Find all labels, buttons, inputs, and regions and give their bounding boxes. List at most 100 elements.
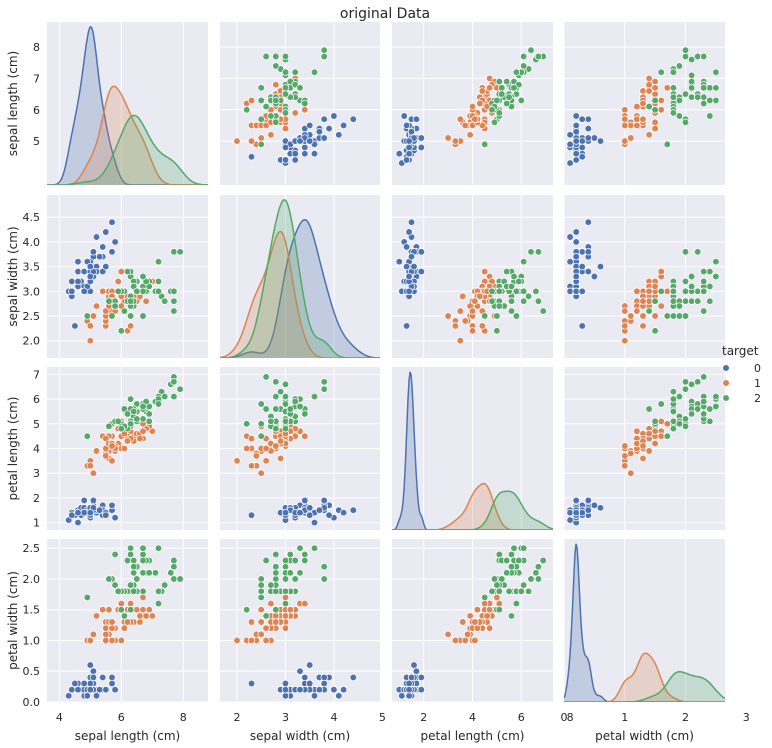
scatter-point-series-2: [700, 84, 708, 92]
scatter-point-series-2: [694, 93, 702, 101]
scatter-point-series-1: [92, 612, 101, 620]
scatter-point-series-0: [566, 509, 574, 517]
scatter-point-series-2: [243, 420, 251, 428]
scatter-point-series-2: [687, 410, 696, 418]
scatter-point-series-1: [478, 87, 486, 95]
scatter-point-series-0: [566, 140, 574, 148]
scatter-point-series-2: [669, 287, 678, 295]
scatter-point-series-2: [539, 556, 547, 565]
panel-marks: [220, 199, 380, 358]
scatter-point-series-1: [621, 106, 629, 114]
scatter-point-series-2: [139, 544, 147, 552]
scatter-point-series-0: [71, 322, 79, 330]
scatter-point-series-2: [539, 307, 547, 315]
scatter-point-series-0: [281, 692, 290, 700]
scatter-point-series-1: [247, 636, 256, 645]
scatter-point-series-0: [80, 496, 88, 505]
scatter-point-series-1: [478, 322, 486, 330]
scatter-point-series-1: [247, 96, 256, 105]
scatter-point-series-2: [517, 587, 525, 595]
scatter-point-series-2: [527, 248, 535, 256]
scatter-point-series-2: [495, 287, 503, 295]
scatter-point-series-0: [578, 115, 586, 123]
scatter-point-series-1: [651, 427, 659, 435]
scatter-point-series-0: [395, 258, 403, 266]
scatter-point-series-2: [126, 420, 135, 428]
scatter-point-series-0: [306, 137, 314, 145]
scatter-point-series-2: [262, 52, 270, 61]
scatter-point-series-2: [154, 287, 163, 295]
x-tick-label: 6: [518, 711, 525, 724]
scatter-point-series-1: [243, 444, 251, 453]
scatter-point-series-1: [247, 618, 256, 626]
scatter-point-series-2: [108, 312, 116, 320]
scatter-point-series-1: [257, 134, 265, 142]
scatter-point-series-1: [657, 302, 665, 310]
scatter-point-series-1: [471, 115, 479, 123]
scatter-point-series-1: [257, 618, 265, 626]
scatter-point-series-2: [687, 77, 696, 86]
scatter-point-series-2: [133, 287, 141, 295]
scatter-point-series-0: [330, 112, 338, 120]
scatter-point-series-2: [170, 297, 178, 305]
scatter-point-series-0: [89, 667, 98, 675]
scatter-point-series-1: [257, 469, 265, 477]
scatter-point-series-1: [633, 121, 641, 130]
kde-fill-series-0: [47, 26, 208, 185]
scatter-point-series-2: [694, 378, 702, 386]
scatter-point-series-0: [572, 137, 580, 145]
scatter-point-series-2: [512, 68, 521, 76]
scatter-point-series-2: [700, 52, 708, 61]
scatter-point-series-1: [86, 337, 94, 345]
scatter-point-series-1: [89, 469, 98, 477]
scatter-point-series-2: [262, 102, 270, 111]
scatter-point-series-1: [233, 137, 241, 145]
scatter-point-series-2: [154, 587, 163, 595]
scatter-point-series-0: [89, 673, 98, 682]
scatter-point-series-1: [627, 134, 635, 142]
y-tick-label: 2.0: [23, 573, 41, 586]
scatter-point-series-2: [675, 302, 684, 310]
scatter-point-series-0: [315, 506, 324, 514]
scatter-point-series-2: [123, 267, 132, 276]
scatter-point-series-0: [80, 679, 88, 688]
scatter-point-series-2: [272, 118, 280, 126]
scatter-point-series-2: [681, 46, 690, 54]
scatter-point-series-1: [663, 84, 671, 92]
scatter-point-series-1: [86, 462, 94, 470]
scatter-point-series-2: [706, 112, 714, 120]
scatter-point-series-2: [645, 307, 653, 315]
scatter-point-series-2: [712, 68, 720, 76]
scatter-point-series-1: [663, 420, 671, 428]
kde-line-series-2: [392, 490, 553, 530]
scatter-point-series-2: [681, 118, 690, 126]
scatter-point-series-1: [621, 337, 629, 345]
scatter-point-series-2: [257, 96, 265, 105]
x-axis-label: petal length (cm): [421, 729, 525, 743]
scatter-point-series-0: [111, 686, 119, 694]
scatter-point-series-2: [320, 378, 328, 386]
scatter-point-series-1: [468, 307, 477, 315]
scatter-point-series-2: [320, 575, 328, 583]
scatter-point-series-2: [520, 287, 528, 295]
scatter-point-series-1: [301, 599, 309, 608]
scatter-point-series-2: [139, 556, 147, 565]
scatter-point-series-1: [139, 427, 147, 435]
scatter-point-series-2: [262, 612, 270, 620]
kde-line-series-2: [220, 199, 380, 358]
scatter-point-series-0: [281, 156, 290, 164]
scatter-point-series-0: [578, 153, 586, 161]
scatter-point-series-0: [584, 124, 592, 133]
panel-petal-length-vs-sepal-length: 1 2 3 4 5 6 7 petal length (cm): [6, 367, 208, 530]
scatter-point-series-1: [639, 297, 647, 305]
scatter-point-series-0: [296, 137, 304, 145]
scatter-point-series-2: [281, 52, 290, 61]
scatter-point-series-2: [133, 575, 141, 583]
scatter-point-series-2: [139, 587, 147, 595]
panel-sepal-length-vs-sepal-width: [220, 22, 380, 185]
scatter-point-series-2: [296, 544, 304, 552]
scatter-point-series-2: [681, 312, 690, 320]
scatter-point-series-2: [281, 556, 290, 565]
scatter-point-series-0: [417, 686, 425, 694]
x-tick-label: 2: [233, 711, 240, 724]
